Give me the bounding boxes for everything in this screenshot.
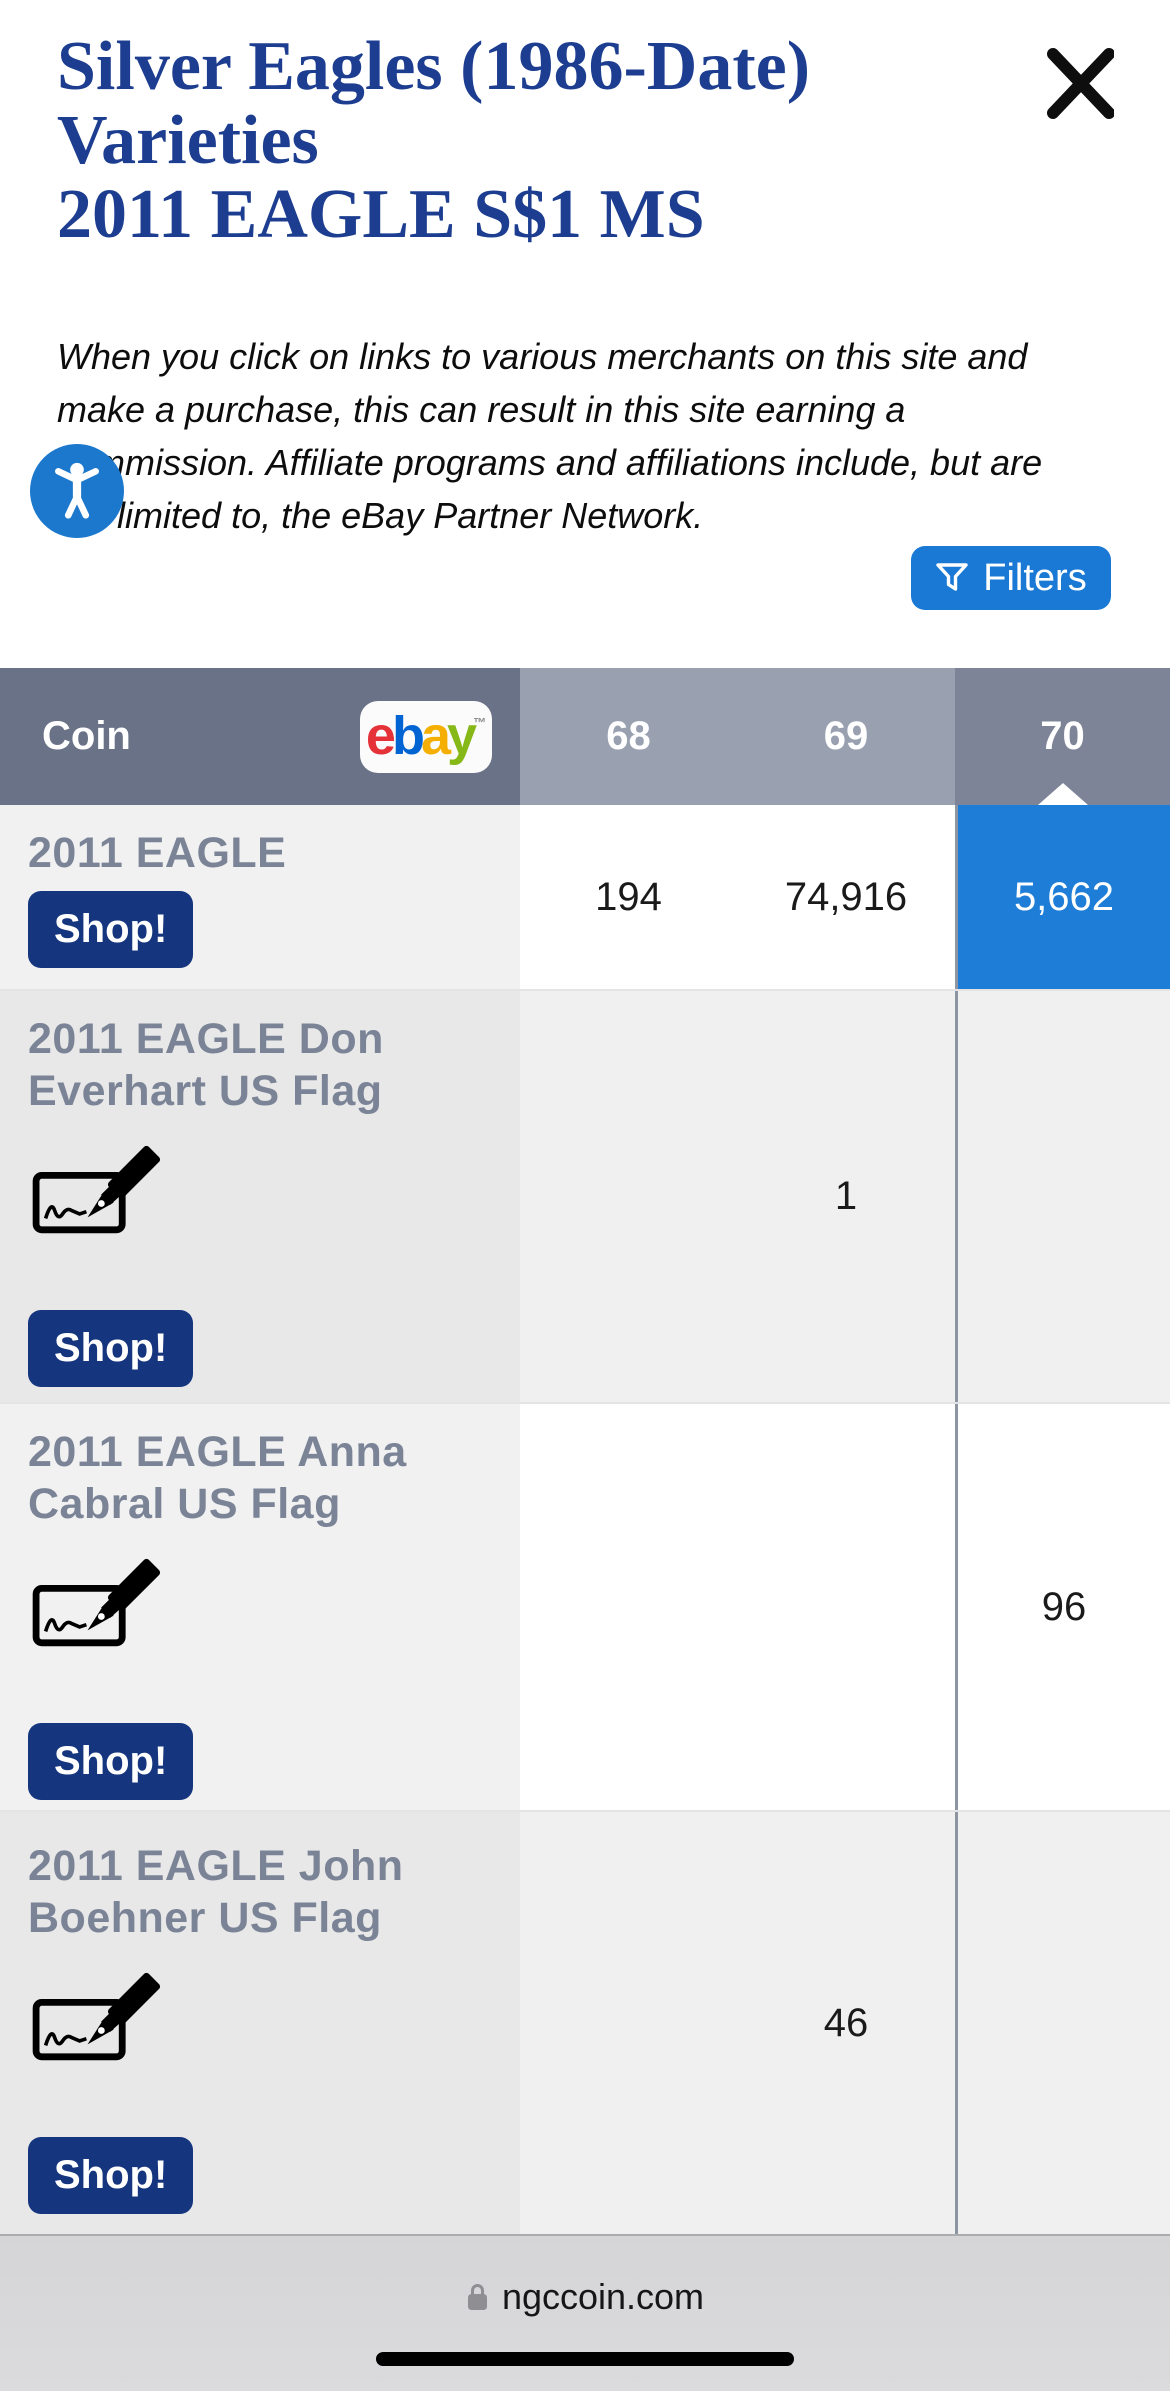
pop-count-cell-69: 1 [737,991,955,1402]
grade-header-68[interactable]: 68 [520,668,737,805]
pop-count-cell-68: 194 [520,805,737,989]
pop-count-cell-68 [520,991,737,1402]
coin-cell: 2011 EAGLE John Boehner US Flag Shop! [0,1812,520,2234]
table-header-row: Coin ebay ™ 68 69 70 [0,668,1170,805]
modal-title-block: Silver Eagles (1986-Date) Varieties 2011… [57,30,997,252]
shop-button[interactable]: Shop! [28,891,194,968]
coin-name: 2011 EAGLE John Boehner US Flag [28,1842,404,1942]
table-row: 2011 EAGLE Shop! 194 74,916 5,662 [0,805,1170,989]
shop-button[interactable]: Shop! [28,2137,194,2214]
coin-cell: 2011 EAGLE Don Everhart US Flag Shop! [0,991,520,1402]
pop-count-cell-70-selected: 5,662 [955,805,1170,989]
coin-cell: 2011 EAGLE Shop! [0,805,520,989]
signature-icon [32,1556,168,1653]
filters-button[interactable]: Filters [911,546,1111,610]
table-row: 2011 EAGLE Don Everhart US Flag Shop! 1 [0,989,1170,1402]
accessibility-widget-button[interactable] [30,444,124,538]
coin-name: 2011 EAGLE [28,829,287,877]
shop-button[interactable]: Shop! [28,1310,194,1387]
grade-header-69[interactable]: 69 [737,668,955,805]
pop-count-cell-69: 46 [737,1812,955,2234]
browser-bottom-bar: ngccoin.com [0,2234,1170,2391]
pop-count-cell-69 [737,1404,955,1810]
filters-label: Filters [983,556,1087,599]
population-table: Coin ebay ™ 68 69 70 2011 EAGLE Shop! 19… [0,668,1170,2234]
shop-button[interactable]: Shop! [28,1723,194,1800]
lock-icon [466,2282,489,2312]
page-subtitle: 2011 EAGLE S$1 MS [57,176,705,253]
pop-count-cell-70 [955,991,1170,1402]
coin-column-header: Coin ebay ™ [0,668,520,805]
signature-icon [32,1970,168,2067]
home-indicator-handle[interactable] [376,2352,794,2366]
coin-header-label: Coin [42,714,131,758]
affiliate-disclaimer: When you click on links to various merch… [57,336,1043,536]
page-title: Silver Eagles (1986-Date) Varieties [57,28,811,179]
pop-count-cell-68 [520,1404,737,1810]
table-row: 2011 EAGLE John Boehner US Flag Shop! 46 [0,1810,1170,2234]
grade-header-70-selected[interactable]: 70 [955,668,1170,805]
coin-name: 2011 EAGLE Anna Cabral US Flag [28,1428,407,1528]
domain-label: ngccoin.com [501,2276,705,2317]
pop-count-cell-68 [520,1812,737,2234]
coin-cell: 2011 EAGLE Anna Cabral US Flag Shop! [0,1404,520,1810]
pop-count-cell-70 [955,1812,1170,2234]
signature-icon [32,1143,168,1240]
address-bar[interactable]: ngccoin.com [0,2276,1170,2318]
table-row: 2011 EAGLE Anna Cabral US Flag Shop! 96 [0,1402,1170,1810]
pop-count-cell-69: 74,916 [737,805,955,989]
ebay-logo: ebay ™ [360,700,492,773]
close-icon [1036,48,1115,123]
coin-name: 2011 EAGLE Don Everhart US Flag [28,1015,384,1115]
selected-column-indicator-triangle [1037,783,1088,805]
pop-count-cell-70: 96 [955,1404,1170,1810]
accessibility-person-icon [44,457,110,526]
close-button[interactable] [1036,42,1115,123]
ebay-trademark: ™ [473,714,487,730]
funnel-icon [935,562,969,594]
